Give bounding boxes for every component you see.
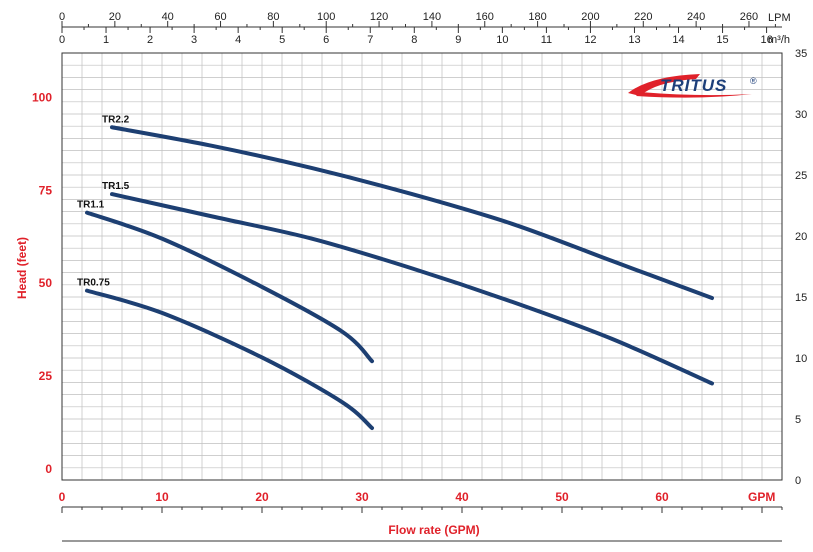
lpm-tick-label: 140 bbox=[423, 11, 441, 23]
gpm-tick-label: 0 bbox=[59, 490, 66, 504]
m3h-unit-label: m³/h bbox=[768, 34, 790, 46]
gpm-unit-label: GPM bbox=[748, 490, 775, 504]
gpm-tick-label: 30 bbox=[355, 490, 369, 504]
m3h-tick-label: 1 bbox=[103, 34, 109, 46]
lpm-tick-label: 0 bbox=[59, 11, 65, 23]
gpm-tick-label: 60 bbox=[655, 490, 669, 504]
meters-tick-label: 20 bbox=[795, 231, 807, 243]
y-axis-title: Head (feet) bbox=[15, 237, 29, 299]
m3h-tick-label: 15 bbox=[716, 34, 728, 46]
series-line-tr1-5 bbox=[110, 192, 714, 386]
meters-tick-label: 10 bbox=[795, 353, 807, 365]
m3h-tick-label: 6 bbox=[323, 34, 329, 46]
series-label-tr2-2: TR2.2 bbox=[102, 114, 130, 125]
m3h-tick-label: 7 bbox=[367, 34, 373, 46]
lpm-tick-label: 160 bbox=[476, 11, 494, 23]
series-label-tr0-75: TR0.75 bbox=[77, 278, 110, 289]
lpm-tick-label: 80 bbox=[267, 11, 279, 23]
m3h-tick-label: 10 bbox=[496, 34, 508, 46]
lpm-tick-label: 120 bbox=[370, 11, 388, 23]
lpm-unit-label: LPM bbox=[768, 12, 791, 24]
m3h-tick-label: 3 bbox=[191, 34, 197, 46]
series-line-tr1-1 bbox=[85, 210, 374, 364]
lpm-tick-label: 260 bbox=[740, 11, 758, 23]
m3h-tick-label: 11 bbox=[541, 34, 552, 46]
m3h-tick-label: 8 bbox=[411, 34, 417, 46]
meters-tick-label: 30 bbox=[795, 109, 807, 121]
m3h-tick-label: 13 bbox=[628, 34, 640, 46]
m3h-tick-label: 0 bbox=[59, 34, 65, 46]
series-label-tr1-1: TR1.1 bbox=[77, 200, 105, 211]
meters-tick-label: 25 bbox=[795, 170, 807, 182]
tritus-logo: TRITUS ® bbox=[628, 74, 757, 98]
series-line-tr0-75 bbox=[85, 288, 374, 431]
lpm-tick-label: 100 bbox=[317, 11, 335, 23]
top-axis bbox=[61, 21, 782, 33]
lpm-tick-label: 40 bbox=[162, 11, 174, 23]
plot-frame bbox=[61, 52, 783, 481]
logo-registered-mark: ® bbox=[750, 76, 757, 86]
gpm-tick-label: 40 bbox=[455, 490, 469, 504]
bottom-axis bbox=[61, 506, 783, 542]
m3h-tick-label: 14 bbox=[672, 34, 684, 46]
logo-swoosh-icon bbox=[628, 74, 700, 96]
gpm-tick-label: 10 bbox=[155, 490, 169, 504]
series-lines bbox=[85, 125, 714, 431]
series-labels: TR2.2 TR1.5 TR1.1 TR0.75 bbox=[77, 114, 130, 288]
feet-tick-label: 0 bbox=[45, 462, 52, 476]
gpm-tick-label: 20 bbox=[255, 490, 269, 504]
feet-tick-label: 50 bbox=[39, 276, 53, 290]
feet-tick-label: 100 bbox=[32, 91, 52, 105]
gpm-tick-label: 50 bbox=[555, 490, 569, 504]
lpm-tick-label: 180 bbox=[528, 11, 546, 23]
m3h-tick-label: 5 bbox=[279, 34, 285, 46]
logo-text: TRITUS bbox=[660, 76, 727, 95]
meters-tick-label: 15 bbox=[795, 292, 807, 304]
series-label-tr1-5: TR1.5 bbox=[102, 181, 130, 192]
logo-underline-icon bbox=[636, 92, 752, 98]
lpm-tick-label: 220 bbox=[634, 11, 652, 23]
m3h-tick-label: 16 bbox=[760, 34, 772, 46]
m3h-tick-label: 2 bbox=[147, 34, 153, 46]
lpm-tick-label: 200 bbox=[581, 11, 599, 23]
meters-tick-label: 0 bbox=[795, 475, 801, 487]
grid bbox=[61, 53, 783, 480]
lpm-tick-label: 240 bbox=[687, 11, 705, 23]
meters-tick-label: 35 bbox=[795, 48, 807, 60]
feet-tick-label: 75 bbox=[39, 183, 53, 197]
m3h-tick-label: 12 bbox=[584, 34, 596, 46]
series-line-tr2-2 bbox=[110, 125, 714, 301]
x-axis-title: Flow rate (GPM) bbox=[388, 523, 479, 537]
lpm-tick-label: 60 bbox=[214, 11, 226, 23]
lpm-tick-label: 20 bbox=[109, 11, 121, 23]
m3h-tick-label: 4 bbox=[235, 34, 241, 46]
feet-tick-label: 25 bbox=[39, 369, 53, 383]
meters-tick-label: 5 bbox=[795, 414, 801, 426]
m3h-tick-label: 9 bbox=[455, 34, 461, 46]
